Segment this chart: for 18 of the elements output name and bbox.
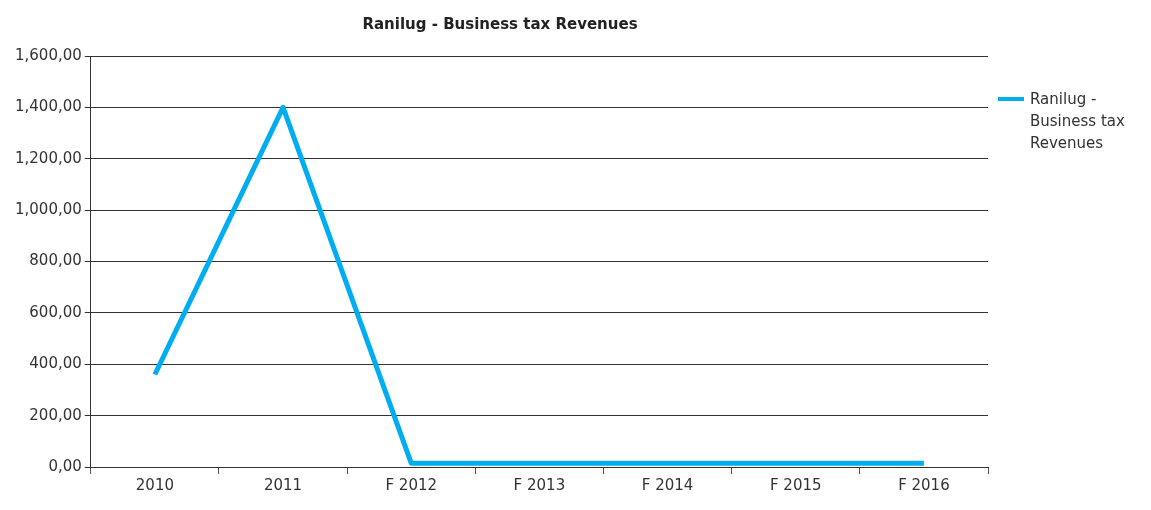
x-tick-label: F 2012 bbox=[385, 475, 438, 494]
y-tick-label: 1,200,00 bbox=[15, 148, 82, 167]
x-tick-label: 2010 bbox=[135, 475, 174, 494]
y-tick-label: 600,00 bbox=[29, 302, 82, 321]
y-tick-label: 1,000,00 bbox=[15, 200, 82, 219]
x-tick-label: F 2016 bbox=[898, 475, 950, 494]
chart-title: Ranilug - Business tax Revenues bbox=[362, 14, 638, 33]
y-tick-label: 400,00 bbox=[29, 354, 82, 373]
x-tick-label: 2011 bbox=[263, 475, 303, 494]
y-tick-label: 0,00 bbox=[48, 456, 82, 475]
x-tick-label: F 2014 bbox=[641, 475, 694, 494]
legend-label: Ranilug - Business tax Revenues bbox=[1030, 89, 1126, 154]
y-tick-label: 1,400,00 bbox=[15, 97, 82, 116]
x-tick-label: F 2015 bbox=[769, 475, 822, 494]
y-tick-label: 800,00 bbox=[29, 251, 82, 270]
x-tick-label: F 2013 bbox=[513, 475, 566, 494]
y-tick-label: 1,600,00 bbox=[15, 45, 82, 64]
y-tick-label: 200,00 bbox=[29, 405, 82, 424]
